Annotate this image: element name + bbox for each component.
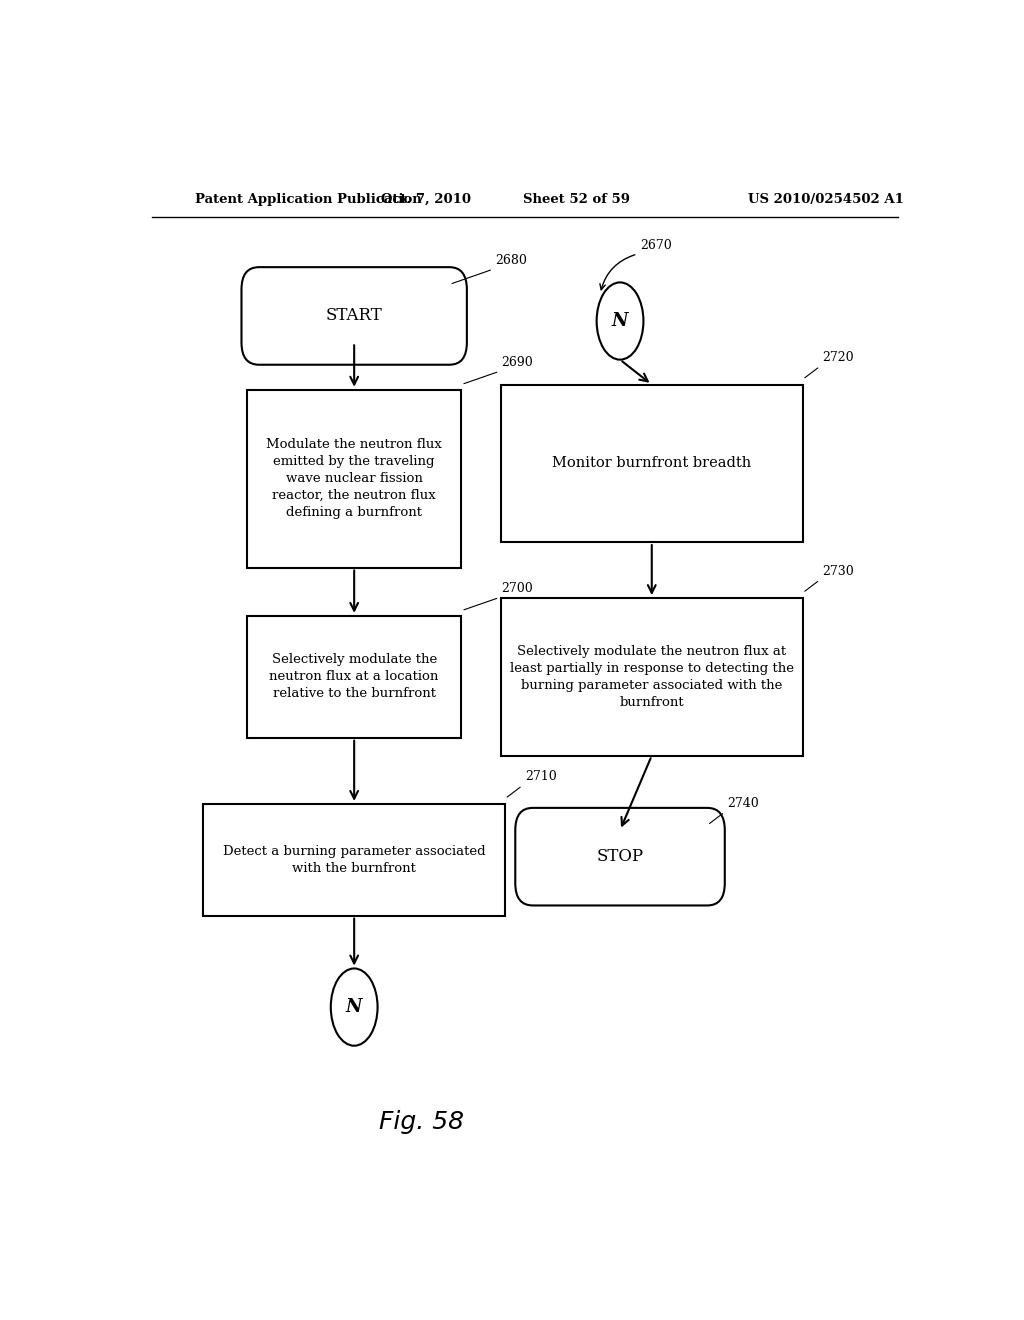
Ellipse shape <box>331 969 378 1045</box>
Text: N: N <box>611 312 629 330</box>
Bar <box>501 598 803 755</box>
Text: Modulate the neutron flux
emitted by the traveling
wave nuclear fission
reactor,: Modulate the neutron flux emitted by the… <box>266 438 442 519</box>
Text: 2690: 2690 <box>501 356 532 370</box>
Text: 2680: 2680 <box>496 255 527 267</box>
Text: STOP: STOP <box>596 849 644 865</box>
FancyBboxPatch shape <box>242 267 467 364</box>
Bar <box>247 615 461 738</box>
Text: N: N <box>346 998 362 1016</box>
Bar <box>501 384 803 543</box>
Text: Oct. 7, 2010: Oct. 7, 2010 <box>381 193 471 206</box>
Text: Sheet 52 of 59: Sheet 52 of 59 <box>523 193 630 206</box>
Text: Patent Application Publication: Patent Application Publication <box>196 193 422 206</box>
Text: START: START <box>326 308 383 325</box>
Text: Fig. 58: Fig. 58 <box>379 1110 464 1134</box>
Text: 2740: 2740 <box>727 797 759 810</box>
Text: US 2010/0254502 A1: US 2010/0254502 A1 <box>749 193 904 206</box>
FancyBboxPatch shape <box>515 808 725 906</box>
Text: 2730: 2730 <box>822 565 854 578</box>
Text: Selectively modulate the neutron flux at
least partially in response to detectin: Selectively modulate the neutron flux at… <box>510 644 794 709</box>
Text: Detect a burning parameter associated
with the burnfront: Detect a burning parameter associated wi… <box>223 845 485 875</box>
Bar <box>204 804 505 916</box>
Text: Selectively modulate the
neutron flux at a location
relative to the burnfront: Selectively modulate the neutron flux at… <box>269 653 439 701</box>
Text: 2700: 2700 <box>501 582 532 595</box>
Text: 2670: 2670 <box>640 239 672 252</box>
Text: 2710: 2710 <box>524 771 557 784</box>
Bar <box>247 389 461 568</box>
Text: 2720: 2720 <box>822 351 854 364</box>
Text: Monitor burnfront breadth: Monitor burnfront breadth <box>552 457 752 470</box>
Ellipse shape <box>597 282 643 359</box>
